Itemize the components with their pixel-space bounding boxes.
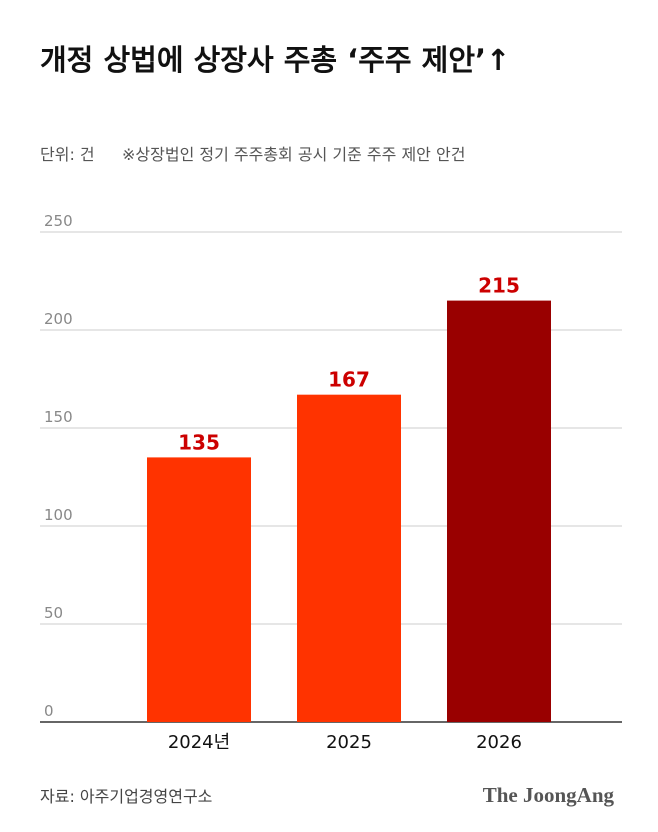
y-tick-label: 200	[44, 310, 73, 328]
value-label: 135	[178, 430, 220, 454]
logo: The JoongAng	[483, 783, 615, 807]
chart-title: 개정 상법에 상장사 주총 ‘주주 제안’↑	[40, 43, 510, 77]
y-tick-label: 50	[44, 604, 63, 622]
x-tick-label: 2025	[326, 732, 372, 753]
y-tick-label: 0	[44, 702, 54, 720]
y-tick-label: 150	[44, 408, 73, 426]
x-tick-label: 2026	[476, 732, 522, 753]
source: 자료: 아주기업경영연구소	[40, 787, 212, 806]
bar	[147, 457, 251, 722]
value-label: 215	[478, 274, 520, 298]
x-tick-label: 2024년	[168, 732, 230, 753]
unit: 단위: 건	[40, 145, 95, 164]
y-tick-label: 250	[44, 212, 73, 230]
bar	[297, 394, 401, 722]
note: ※상장법인 정기 주주총회 공시 기준 주주 제안 안건	[122, 145, 465, 164]
bar	[447, 300, 551, 722]
value-label: 167	[328, 368, 370, 392]
y-tick-label: 100	[44, 506, 73, 524]
